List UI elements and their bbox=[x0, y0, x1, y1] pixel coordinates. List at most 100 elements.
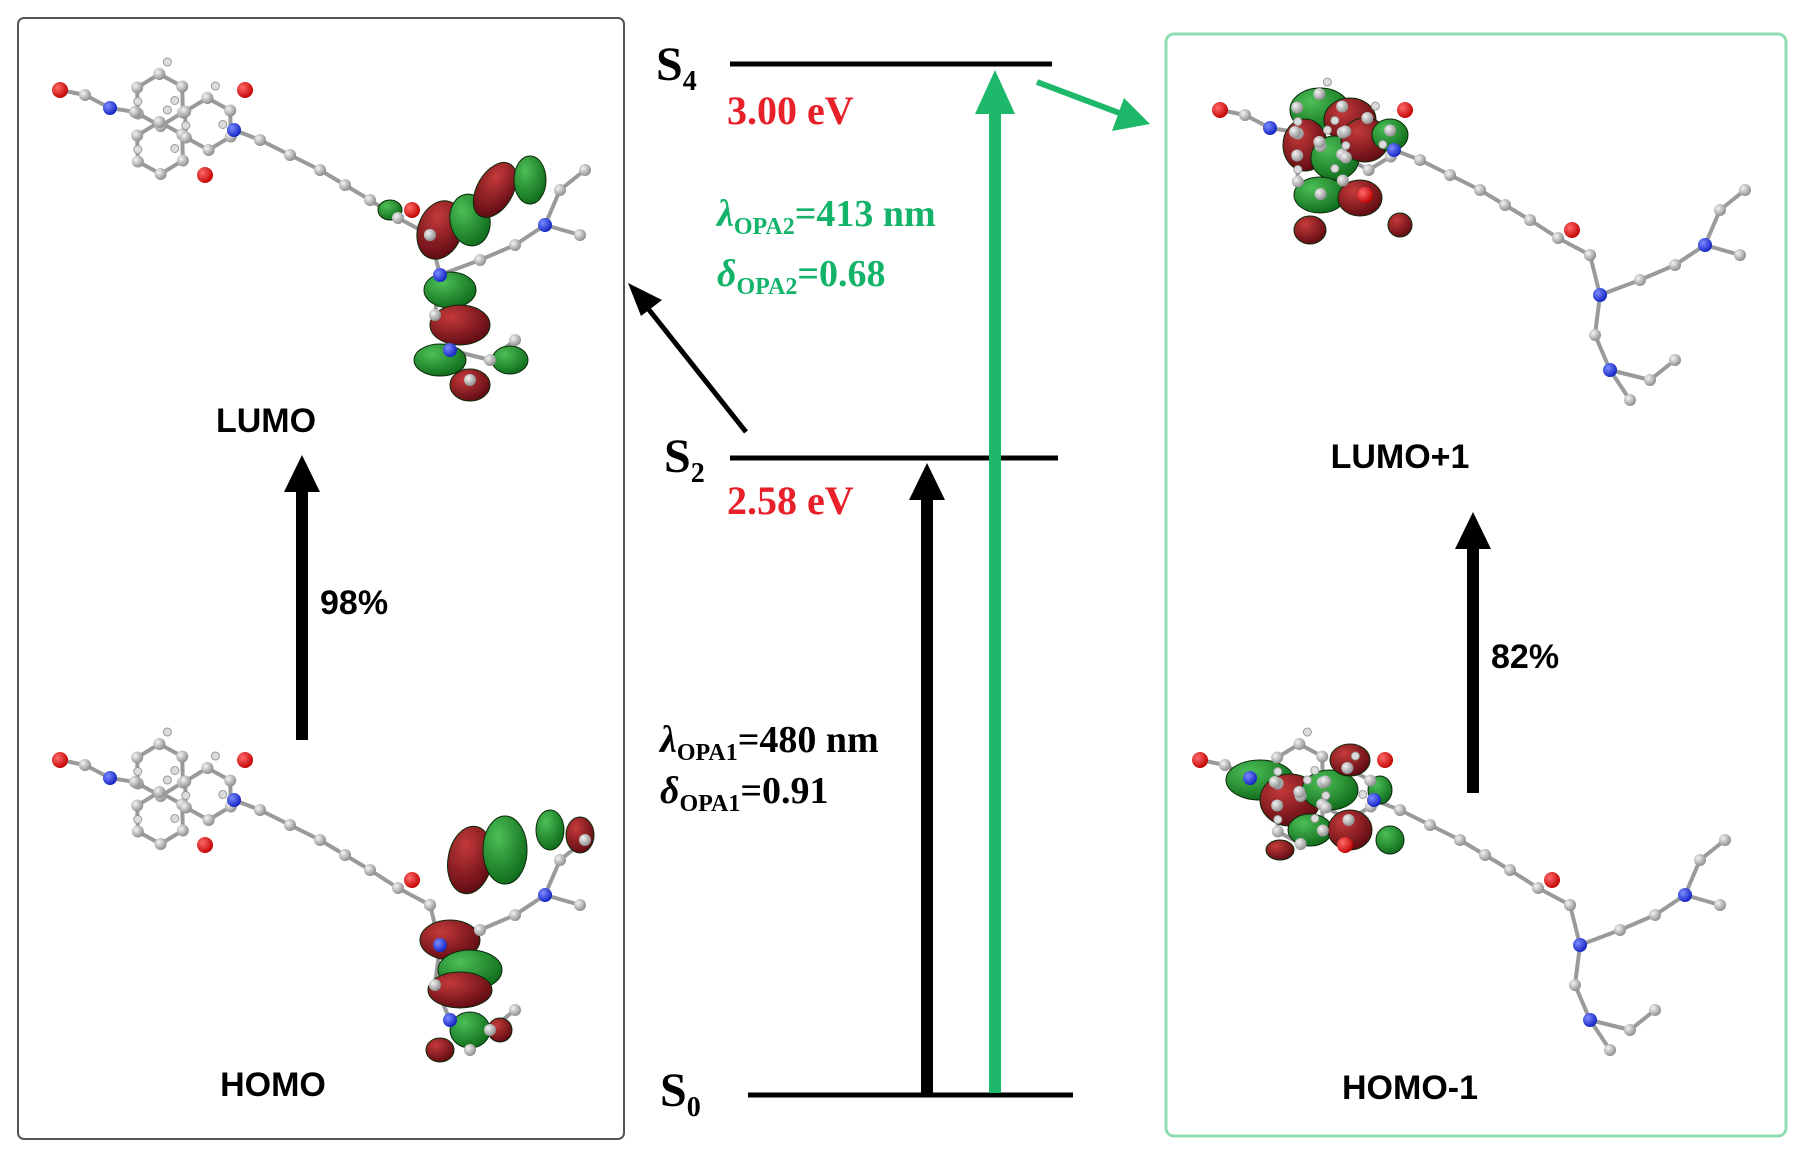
carbon-atom bbox=[1474, 184, 1486, 196]
red-orbital-lobe bbox=[427, 971, 493, 1009]
hydrogen-atom bbox=[162, 727, 172, 737]
hydrogen-atom bbox=[1358, 789, 1368, 799]
bond bbox=[479, 243, 516, 262]
carbon-atom bbox=[429, 979, 441, 991]
carbon-atom bbox=[429, 309, 441, 321]
left-arrow-head bbox=[284, 455, 320, 492]
nitrogen-atom bbox=[103, 771, 117, 785]
carbon-atom bbox=[1341, 762, 1354, 775]
carbon-atom bbox=[1604, 1044, 1616, 1056]
carbon-atom bbox=[1532, 882, 1544, 894]
carbon-atom bbox=[1589, 329, 1601, 341]
carbon-atom bbox=[1313, 136, 1326, 149]
oxygen-atom bbox=[237, 752, 253, 768]
carbon-atom bbox=[129, 776, 141, 788]
carbon-atom bbox=[1694, 854, 1706, 866]
carbon-atom bbox=[314, 164, 326, 176]
nitrogen-atom bbox=[1573, 938, 1587, 952]
carbon-atom bbox=[1269, 776, 1281, 788]
left-contribution-label: 98% bbox=[320, 584, 388, 622]
green-orbital-lobe bbox=[491, 345, 529, 375]
green-orbital-lobe bbox=[482, 815, 528, 885]
carbon-atom bbox=[554, 184, 566, 196]
carbon-atom bbox=[1739, 184, 1751, 196]
carbon-atom bbox=[179, 775, 192, 788]
carbon-atom bbox=[154, 837, 167, 850]
carbon-atom bbox=[1219, 759, 1231, 771]
hydrogen-atom bbox=[181, 791, 191, 801]
s2-energy-label: 2.58 eV bbox=[727, 478, 854, 523]
nitrogen-atom bbox=[1678, 888, 1692, 902]
carbon-atom bbox=[364, 864, 376, 876]
carbon-atom bbox=[1649, 1004, 1661, 1016]
hydrogen-atom bbox=[1321, 791, 1331, 801]
hydrogen-atom bbox=[210, 81, 220, 91]
carbon-atom bbox=[129, 106, 141, 118]
s2-to-left-arrow-head bbox=[628, 283, 662, 316]
hydrogen-atom bbox=[133, 97, 143, 107]
hydrogen-atom bbox=[162, 57, 172, 67]
green-orbital-lobe bbox=[535, 809, 565, 851]
nitrogen-atom bbox=[1367, 793, 1381, 807]
nitrogen-atom bbox=[227, 123, 241, 137]
carbon-atom bbox=[314, 834, 326, 846]
hydrogen-atom bbox=[1350, 751, 1360, 761]
nitrogen-atom bbox=[443, 1013, 457, 1027]
carbon-atom bbox=[1342, 813, 1355, 826]
carbon-atom bbox=[224, 774, 237, 787]
nitrogen-atom bbox=[443, 343, 457, 357]
nitrogen-atom bbox=[1387, 143, 1401, 157]
oxygen-atom bbox=[1357, 187, 1373, 203]
orbital-lobes bbox=[1282, 87, 1413, 245]
carbon-atom bbox=[1734, 249, 1746, 261]
carbon-atom bbox=[364, 194, 376, 206]
carbon-atom bbox=[1339, 151, 1352, 164]
oxygen-atom bbox=[1377, 752, 1393, 768]
carbon-atom bbox=[1291, 149, 1304, 162]
carbon-atom bbox=[1291, 101, 1304, 114]
nitrogen-atom bbox=[1603, 363, 1617, 377]
molecule-atoms bbox=[52, 727, 591, 1056]
hydrogen-atom bbox=[1322, 77, 1332, 87]
nitrogen-atom bbox=[433, 268, 447, 282]
s4-energy-label: 3.00 eV bbox=[727, 88, 854, 133]
carbon-atom bbox=[131, 155, 144, 168]
opa1-delta-label: δOPA1=0.91 bbox=[660, 770, 829, 817]
hydrogen-atom bbox=[1330, 115, 1340, 125]
carbon-atom bbox=[509, 1004, 521, 1016]
red-orbital-lobe bbox=[1329, 743, 1371, 777]
carbon-atom bbox=[1384, 124, 1397, 137]
nitrogen-atom bbox=[103, 101, 117, 115]
s4-to-right-panel-arrow bbox=[1035, 79, 1132, 120]
carbon-atom bbox=[1669, 259, 1681, 271]
red-orbital-lobe bbox=[1265, 839, 1295, 861]
carbon-atom bbox=[1336, 174, 1349, 187]
carbon-atom bbox=[131, 81, 144, 94]
carbon-atom bbox=[554, 854, 566, 866]
carbon-atom bbox=[202, 813, 215, 826]
bond bbox=[1557, 236, 1591, 257]
oxygen-atom bbox=[197, 837, 213, 853]
carbon-atom bbox=[509, 239, 521, 251]
oxygen-atom bbox=[197, 167, 213, 183]
opa2-lambda-label: λOPA2=413 nm bbox=[715, 193, 936, 240]
carbon-atom bbox=[1316, 824, 1329, 837]
carbon-atom bbox=[509, 334, 521, 346]
carbon-atom bbox=[1339, 125, 1352, 138]
carbon-atom bbox=[474, 254, 486, 266]
hydrogen-atom bbox=[170, 813, 180, 823]
hydrogen-atom bbox=[133, 145, 143, 155]
carbon-atom bbox=[1569, 979, 1581, 991]
nitrogen-atom bbox=[1593, 288, 1607, 302]
carbon-atom bbox=[1336, 100, 1349, 113]
carbon-atom bbox=[484, 354, 496, 366]
oxygen-atom bbox=[404, 202, 420, 218]
lumo-molecule-orbital bbox=[52, 57, 591, 402]
hydrogen-atom bbox=[162, 775, 172, 785]
carbon-atom bbox=[579, 834, 591, 846]
molecule-bonds bbox=[59, 742, 587, 1052]
bond bbox=[1619, 913, 1656, 932]
carbon-atom bbox=[179, 105, 192, 118]
carbon-atom bbox=[153, 116, 166, 129]
carbon-atom bbox=[1564, 899, 1576, 911]
